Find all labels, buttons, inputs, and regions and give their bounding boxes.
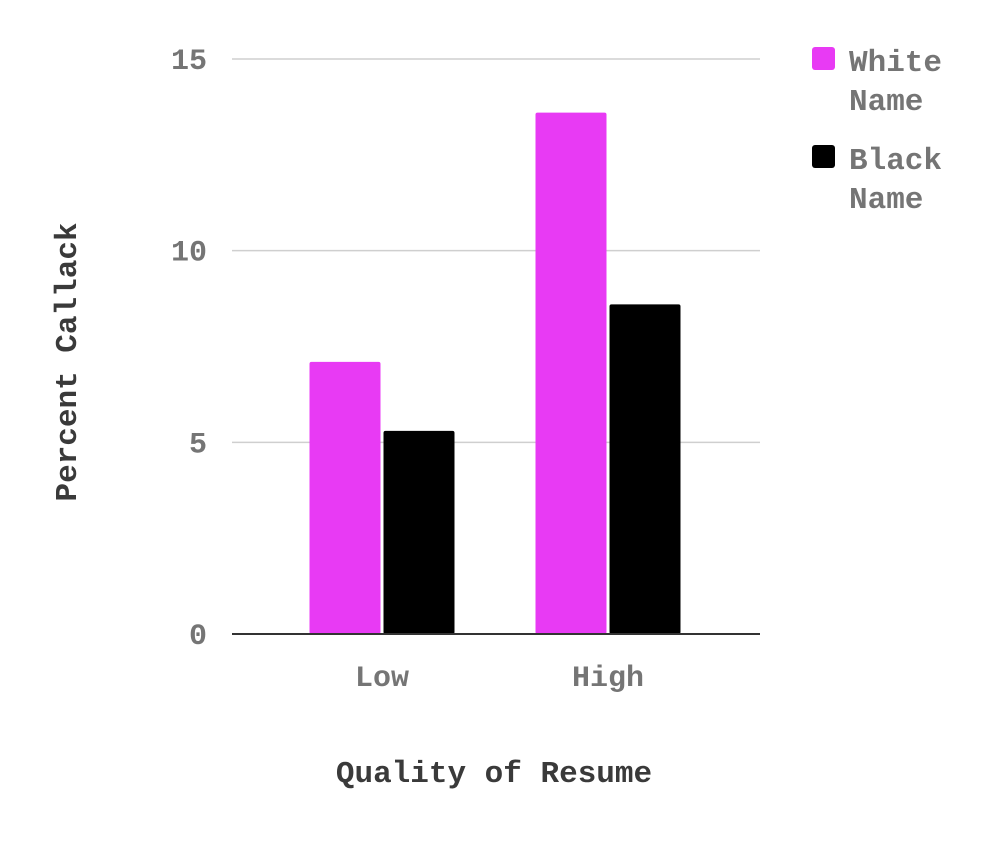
bar-white-name-low	[309, 361, 381, 634]
y-tick-labels: 0 5 10 15	[171, 45, 207, 654]
bar-black-name-high	[609, 304, 681, 634]
legend-swatch	[812, 47, 835, 70]
y-tick-label: 15	[171, 45, 207, 79]
x-tick-label: Low	[355, 662, 409, 696]
y-tick-label: 0	[189, 620, 207, 654]
y-tick-label: 5	[189, 428, 207, 462]
x-tick-label: High	[572, 662, 644, 696]
legend-swatch	[812, 145, 835, 168]
legend: White Name Black Name	[812, 46, 942, 218]
legend-label: Black Name	[849, 144, 942, 218]
y-axis-title: Percent Callack	[51, 222, 86, 501]
legend-label: White Name	[849, 46, 942, 120]
x-axis-title: Quality of Resume	[336, 757, 652, 792]
bar-black-name-low	[383, 430, 455, 634]
bars	[232, 112, 760, 635]
bar-white-name-high	[535, 112, 607, 634]
y-tick-label: 10	[171, 237, 207, 271]
x-tick-labels: Low High	[355, 662, 644, 696]
